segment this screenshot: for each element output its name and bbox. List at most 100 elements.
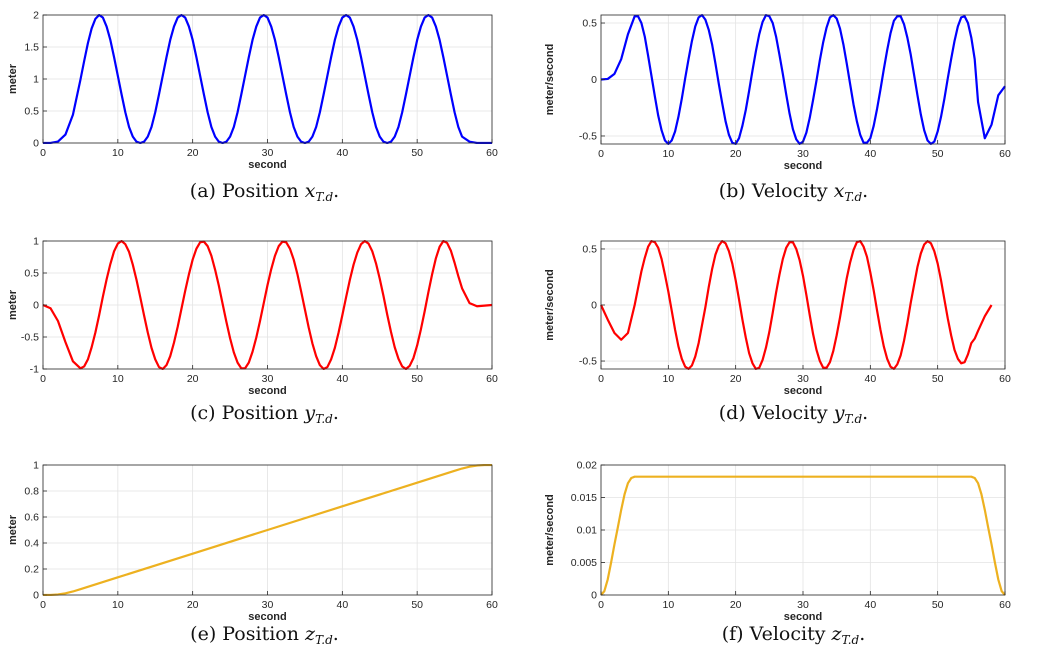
y-axis-label: meter bbox=[7, 514, 19, 545]
y-tick-label: 0 bbox=[33, 590, 39, 602]
x-tick-label: 40 bbox=[336, 599, 348, 611]
x-tick-label: 0 bbox=[598, 599, 604, 611]
y-tick-label: 0.4 bbox=[24, 538, 39, 550]
caption-end: . bbox=[333, 180, 340, 202]
y-axis-label: meter bbox=[7, 63, 19, 94]
y-tick-label: 0 bbox=[33, 138, 39, 150]
y-tick-label: 0.2 bbox=[24, 564, 39, 576]
x-axis-label: second bbox=[784, 385, 823, 397]
x-axis-label: second bbox=[784, 160, 823, 172]
x-tick-label: 20 bbox=[730, 373, 742, 385]
y-tick-label: -0.5 bbox=[579, 356, 597, 368]
x-tick-label: 40 bbox=[864, 148, 876, 160]
x-tick-label: 50 bbox=[932, 373, 944, 385]
y-tick-label: -1 bbox=[30, 364, 39, 376]
x-tick-label: 20 bbox=[730, 148, 742, 160]
y-tick-label: 0.5 bbox=[24, 106, 39, 118]
caption-end: . bbox=[332, 402, 339, 424]
y-axis-label: meter/second bbox=[544, 494, 556, 566]
x-tick-label: 60 bbox=[486, 373, 498, 385]
caption-text: Position bbox=[221, 402, 299, 424]
x-tick-label: 30 bbox=[797, 373, 809, 385]
x-tick-label: 40 bbox=[864, 373, 876, 385]
y-tick-label: 0.5 bbox=[582, 243, 597, 255]
caption-sub: T.d bbox=[844, 412, 863, 426]
y-tick-label: 0 bbox=[591, 300, 597, 312]
y-tick-label: 0.6 bbox=[24, 512, 39, 524]
x-tick-label: 50 bbox=[411, 373, 423, 385]
panel-f: 0 10 20 30 40 50 60 0 0.005 0.01 0.015 0.02 second me… bbox=[529, 441, 1058, 661]
y-tick-label: 0.5 bbox=[582, 18, 597, 30]
caption-tag: (c) bbox=[190, 402, 216, 424]
caption-sub: T.d bbox=[315, 412, 333, 426]
caption-end: . bbox=[862, 402, 869, 424]
y-axis-label: meter bbox=[7, 289, 19, 320]
caption-var: y bbox=[833, 402, 845, 424]
caption-sub: T.d bbox=[841, 633, 860, 647]
x-tick-label: 50 bbox=[411, 599, 423, 611]
y-tick-label: 0.01 bbox=[577, 525, 598, 537]
x-tick-label: 60 bbox=[486, 599, 498, 611]
caption-tag: (a) bbox=[189, 180, 216, 202]
y-axis-label: meter/second bbox=[544, 269, 556, 341]
caption-tag: (e) bbox=[190, 623, 217, 645]
y-tick-label: -0.5 bbox=[21, 332, 39, 344]
x-tick-label: 10 bbox=[662, 599, 674, 611]
panel-d: 0 10 20 30 40 50 60 -0.5 0 0.5 second meter/second … bbox=[529, 220, 1058, 440]
series-line-0 bbox=[600, 14, 1006, 145]
x-tick-label: 60 bbox=[999, 373, 1011, 385]
x-tick-label: 50 bbox=[932, 599, 944, 611]
chart-position-z: 0 10 20 30 40 50 60 0 0.2 0.4 0.6 0.8 1 second meter bbox=[7, 460, 498, 624]
caption-f: (f) Velocity zT.d. bbox=[529, 623, 1058, 647]
caption-text: Velocity bbox=[751, 180, 828, 202]
y-tick-label: 0.015 bbox=[571, 492, 597, 504]
caption-b: (b) Velocity xT.d. bbox=[529, 180, 1058, 204]
x-tick-label: 30 bbox=[797, 599, 809, 611]
x-tick-label: 10 bbox=[662, 148, 674, 160]
x-tick-label: 50 bbox=[411, 147, 423, 159]
caption-text: Velocity bbox=[751, 402, 828, 424]
panel-c: 0 10 20 30 40 50 60 -1 -0.5 0 0.5 1 second meter (c) … bbox=[0, 220, 529, 440]
caption-a: (a) Position xT.d. bbox=[0, 180, 529, 204]
series-line-0 bbox=[42, 14, 492, 144]
x-tick-label: 30 bbox=[797, 148, 809, 160]
x-tick-label: 0 bbox=[40, 373, 46, 385]
x-tick-label: 60 bbox=[999, 148, 1011, 160]
series-line-0 bbox=[600, 240, 993, 370]
caption-var: x bbox=[833, 180, 845, 202]
caption-d: (d) Velocity yT.d. bbox=[529, 402, 1058, 426]
y-tick-label: 0.005 bbox=[571, 557, 597, 569]
chart-velocity-z: 0 10 20 30 40 50 60 0 0.005 0.01 0.015 0.02 second me… bbox=[544, 460, 1011, 624]
series-line-0 bbox=[600, 475, 1006, 596]
caption-end: . bbox=[862, 180, 869, 202]
x-tick-label: 10 bbox=[662, 373, 674, 385]
series-line-0 bbox=[42, 240, 493, 370]
chart-position-y: 0 10 20 30 40 50 60 -1 -0.5 0 0.5 1 second meter bbox=[7, 236, 498, 398]
x-tick-label: 40 bbox=[864, 599, 876, 611]
x-tick-label: 0 bbox=[598, 373, 604, 385]
x-tick-label: 40 bbox=[336, 147, 348, 159]
x-tick-label: 30 bbox=[262, 599, 274, 611]
x-axis-label: second bbox=[248, 611, 287, 623]
caption-sub: T.d bbox=[844, 190, 863, 204]
x-tick-label: 10 bbox=[112, 599, 124, 611]
x-tick-label: 0 bbox=[40, 599, 46, 611]
x-tick-label: 60 bbox=[486, 147, 498, 159]
x-tick-label: 0 bbox=[40, 147, 46, 159]
caption-text: Velocity bbox=[749, 623, 826, 645]
caption-end: . bbox=[859, 623, 866, 645]
x-tick-label: 30 bbox=[262, 373, 274, 385]
chart-position-x: 0 10 20 30 40 50 60 0 0.5 1 1.5 2 second meter bbox=[7, 10, 498, 172]
caption-sub: T.d bbox=[315, 633, 333, 647]
y-tick-label: -0.5 bbox=[579, 130, 597, 142]
y-axis-label: meter/second bbox=[544, 44, 556, 116]
caption-tag: (f) bbox=[721, 623, 744, 645]
caption-var: z bbox=[305, 623, 316, 645]
caption-text: Position bbox=[222, 623, 299, 645]
caption-text: Position bbox=[221, 180, 299, 202]
y-tick-label: 0 bbox=[33, 300, 39, 312]
y-tick-label: 2 bbox=[33, 10, 39, 22]
caption-e: (e) Position zT.d. bbox=[0, 623, 529, 647]
